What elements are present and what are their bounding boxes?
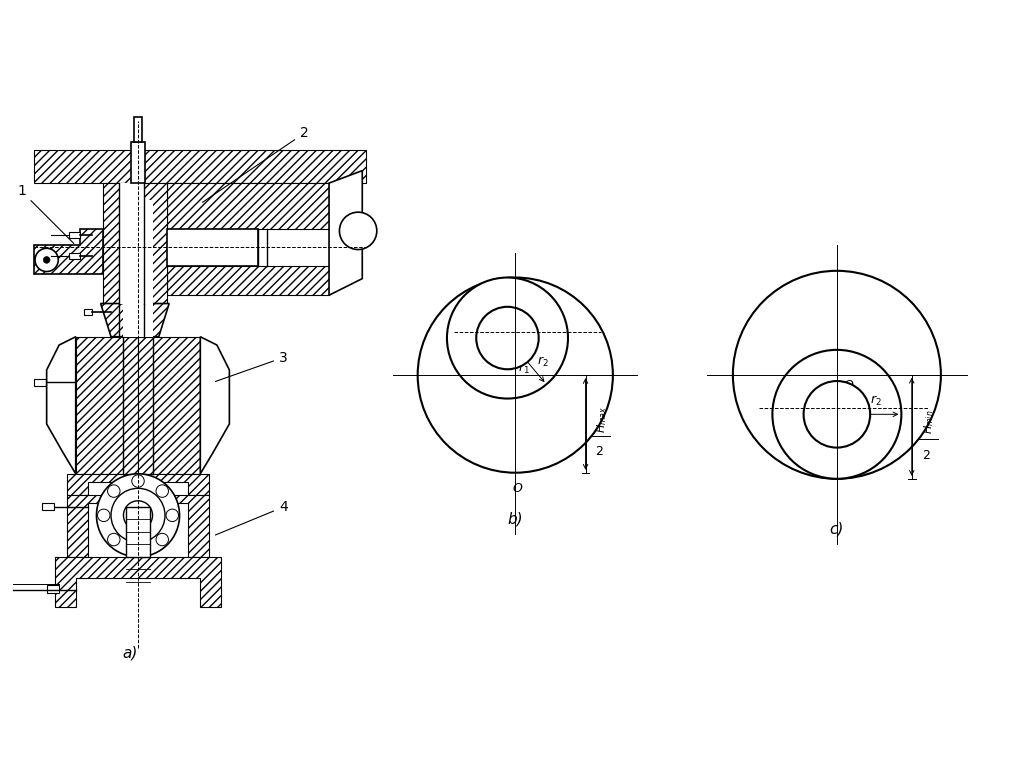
Circle shape	[418, 277, 613, 473]
Text: $H_{max}$: $H_{max}$	[595, 405, 609, 432]
Bar	[126, 507, 150, 557]
Text: $r_2$: $r_2$	[538, 355, 549, 369]
Circle shape	[43, 257, 50, 263]
Circle shape	[804, 381, 870, 448]
Circle shape	[108, 534, 120, 546]
Text: A: A	[511, 346, 520, 359]
Text: M: M	[486, 316, 497, 329]
Polygon shape	[329, 171, 362, 295]
Bar	[167, 229, 258, 266]
Circle shape	[476, 307, 539, 369]
Polygon shape	[68, 473, 209, 495]
Circle shape	[35, 249, 58, 271]
Circle shape	[111, 489, 165, 543]
Polygon shape	[47, 337, 76, 473]
Text: 2: 2	[595, 445, 603, 458]
Circle shape	[446, 277, 568, 398]
Polygon shape	[55, 557, 221, 606]
Text: O: O	[512, 483, 522, 496]
Bar	[130, 141, 145, 183]
Polygon shape	[167, 266, 329, 295]
Text: $r_1$: $r_1$	[849, 420, 861, 435]
Polygon shape	[167, 183, 329, 229]
Bar	[120, 183, 144, 303]
Polygon shape	[68, 495, 209, 557]
Circle shape	[124, 501, 153, 530]
Polygon shape	[100, 303, 169, 337]
Bar	[84, 309, 92, 315]
Polygon shape	[34, 229, 102, 274]
Text: c): c)	[829, 521, 844, 536]
Bar	[134, 116, 142, 141]
Text: O: O	[843, 379, 853, 392]
Circle shape	[156, 534, 169, 546]
Text: M: M	[846, 423, 857, 437]
Bar	[70, 232, 80, 238]
Polygon shape	[201, 337, 229, 473]
Text: $H_{min}$: $H_{min}$	[923, 410, 936, 434]
Text: 3: 3	[215, 350, 288, 382]
Circle shape	[97, 509, 110, 521]
Text: b): b)	[508, 511, 523, 527]
Text: 1: 1	[17, 185, 74, 243]
Bar	[43, 503, 54, 510]
Text: $r_2$: $r_2$	[869, 394, 882, 408]
Polygon shape	[76, 337, 138, 473]
Bar	[124, 200, 153, 337]
Circle shape	[132, 475, 144, 487]
Bar	[34, 379, 46, 386]
Bar	[47, 584, 59, 593]
Text: $r_1$: $r_1$	[518, 362, 529, 375]
Text: 2: 2	[203, 126, 308, 202]
Circle shape	[772, 350, 901, 479]
Text: 4: 4	[215, 500, 288, 535]
Polygon shape	[138, 337, 201, 473]
Circle shape	[108, 485, 120, 497]
Circle shape	[339, 212, 377, 249]
Circle shape	[156, 485, 169, 497]
Text: A: A	[841, 390, 850, 403]
Polygon shape	[102, 183, 167, 303]
Bar	[70, 253, 80, 258]
Circle shape	[96, 473, 179, 557]
Polygon shape	[34, 150, 367, 183]
Text: 2: 2	[923, 449, 930, 462]
Text: a): a)	[122, 646, 137, 660]
Circle shape	[132, 543, 144, 556]
Circle shape	[166, 509, 178, 521]
Circle shape	[733, 271, 941, 479]
